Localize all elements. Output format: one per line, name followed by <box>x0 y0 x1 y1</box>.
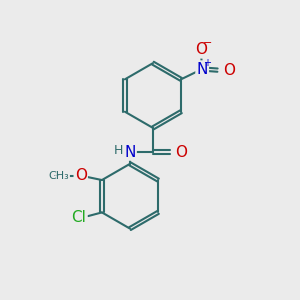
Text: N: N <box>124 145 136 160</box>
Text: O: O <box>176 145 188 160</box>
Text: O: O <box>195 42 207 57</box>
Text: methoxy: methoxy <box>53 175 60 176</box>
Text: O: O <box>223 63 235 78</box>
Text: +: + <box>203 58 211 68</box>
Text: N: N <box>196 61 208 76</box>
Text: −: − <box>202 38 212 48</box>
Text: Cl: Cl <box>71 210 86 225</box>
Text: CH₃: CH₃ <box>48 171 69 181</box>
Text: H: H <box>114 144 124 157</box>
Text: O: O <box>75 168 87 183</box>
